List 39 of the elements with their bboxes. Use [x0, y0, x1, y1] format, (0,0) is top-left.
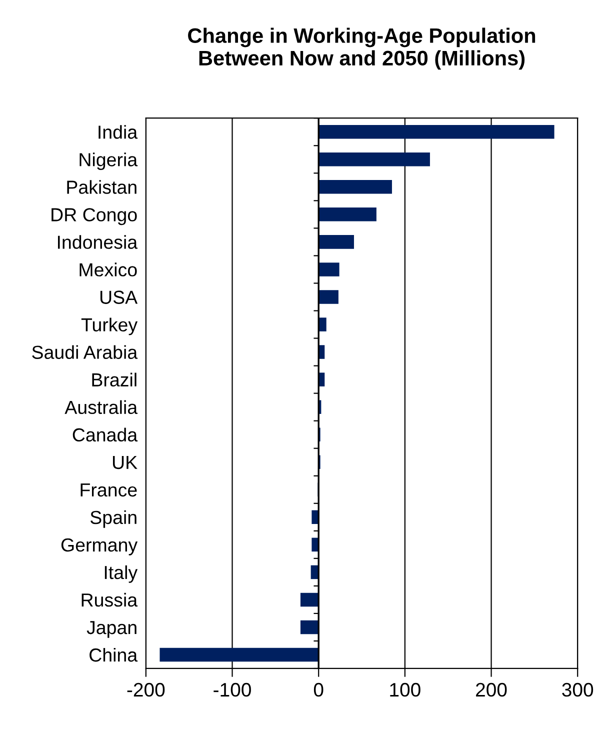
y-tick-label: Japan — [86, 621, 136, 638]
y-tick-label: Turkey — [81, 318, 138, 336]
bar — [318, 262, 340, 276]
y-tick-label: Brazil — [92, 372, 136, 387]
x-tick-label: 100 — [390, 682, 420, 697]
bar — [318, 152, 430, 166]
y-tick-label: Saudi Arabia — [32, 345, 138, 359]
y-tick-label: DR Congo — [52, 208, 137, 226]
y-tick-label: China — [90, 648, 138, 662]
x-tick-label: 200 — [476, 682, 507, 697]
y-tick-label: France — [80, 484, 137, 497]
x-tick-label: 0 — [314, 682, 324, 697]
y-tick-label: Spain — [90, 510, 136, 528]
bar — [300, 620, 319, 634]
chart-title: Change in Working-Age Population Between Now and 2050 (Millions) — [188, 28, 536, 70]
y-tick-label: Russia — [82, 592, 138, 607]
x-tick-label: -200 — [127, 682, 165, 697]
bar — [318, 180, 392, 194]
bar — [318, 208, 376, 222]
bar — [318, 124, 554, 139]
x-tick-label: 300 — [562, 682, 594, 697]
y-tick-label: Nigeria — [80, 152, 138, 170]
y-tick-label: Canada — [72, 428, 138, 442]
bar — [160, 648, 319, 662]
y-tick-label: UK — [112, 456, 138, 470]
bar — [318, 290, 338, 304]
y-tick-label: India — [98, 125, 138, 139]
bar — [300, 592, 319, 607]
y-tick-label: Mexico — [80, 262, 137, 276]
y-tick-label: USA — [100, 290, 138, 304]
x-tick-label: -100 — [214, 682, 251, 697]
bar — [312, 538, 319, 552]
y-tick-label: Pakistan — [67, 180, 136, 194]
bar — [318, 235, 354, 249]
y-tick-label: Indonesia — [58, 235, 138, 249]
bar — [312, 510, 319, 524]
y-tick-label: Italy — [104, 565, 138, 583]
y-tick-label: Germany — [61, 538, 138, 556]
y-tick-label: Australia — [64, 400, 138, 414]
